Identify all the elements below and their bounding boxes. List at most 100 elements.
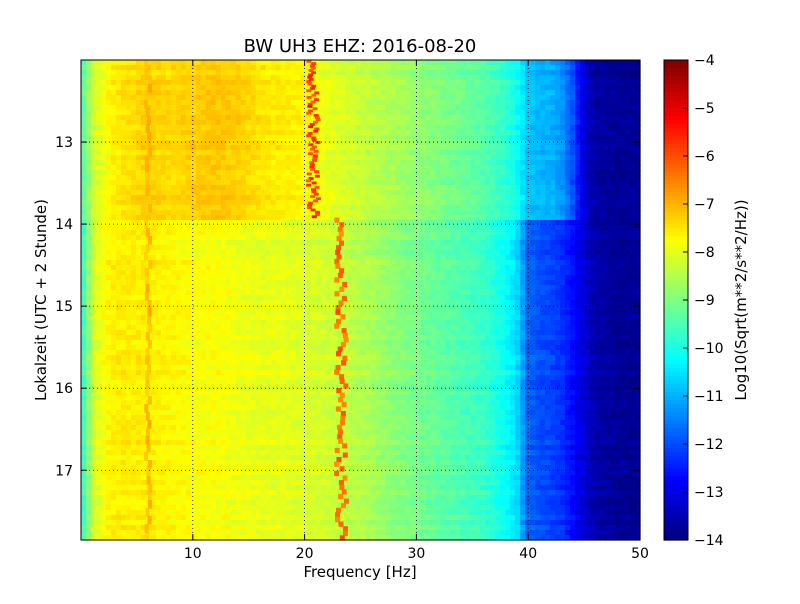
heatmap-cell: [190, 90, 197, 96]
heatmap-cell: [175, 150, 182, 156]
heatmap-cell: [550, 245, 556, 251]
heatmap-cell: [250, 215, 257, 221]
heatmap-cell: [520, 185, 526, 191]
heatmap-cell: [490, 210, 496, 216]
heatmap-cell: [390, 150, 397, 156]
heatmap-cell: [615, 90, 621, 96]
heatmap-cell: [170, 200, 177, 206]
heatmap-cell: [310, 225, 317, 231]
heatmap-cell: [400, 190, 407, 196]
heatmap-cell: [595, 105, 601, 111]
heatmap-cell: [315, 225, 322, 231]
heatmap-cell: [585, 120, 591, 126]
heatmap-cell: [225, 125, 232, 131]
heatmap-cell: [540, 235, 546, 241]
heatmap-cell: [480, 230, 486, 236]
heatmap-cell: [170, 255, 177, 261]
heatmap-cell: [250, 85, 257, 91]
heatmap-cell: [165, 155, 172, 161]
heatmap-cell: [470, 195, 476, 201]
heatmap-cell: [435, 265, 441, 271]
heatmap-cell: [81, 160, 87, 166]
heatmap-cell: [520, 190, 526, 196]
heatmap-cell: [425, 90, 431, 96]
heatmap-cell: [555, 110, 561, 116]
heatmap-cell: [230, 95, 237, 101]
heatmap-cell: [345, 110, 352, 116]
heatmap-cell: [355, 145, 362, 151]
heatmap-cell: [240, 140, 247, 146]
heatmap-cell: [95, 240, 102, 246]
heatmap-cell: [185, 240, 192, 246]
heatmap-cell: [575, 265, 581, 271]
heatmap-cell: [85, 65, 92, 71]
heatmap-cell: [200, 275, 207, 281]
heatmap-cell: [81, 75, 87, 81]
heatmap-cell: [445, 130, 451, 136]
heatmap-cell: [410, 275, 416, 281]
heatmap-cell: [120, 75, 127, 81]
heatmap-cell: [175, 135, 182, 141]
heatmap-cell: [205, 275, 212, 281]
heatmap-cell: [175, 85, 182, 91]
heatmap-cell: [375, 70, 382, 76]
heatmap-cell: [535, 185, 541, 191]
heatmap-cell: [155, 130, 162, 136]
heatmap-cell: [580, 75, 586, 81]
heatmap-cell: [615, 275, 621, 281]
heatmap-cell: [380, 80, 387, 86]
heatmap-cell: [115, 220, 122, 226]
heatmap-cell: [300, 195, 307, 201]
heatmap-cell: [265, 235, 272, 241]
heatmap-cell: [130, 230, 137, 236]
heatmap-cell: [510, 265, 516, 271]
heatmap-cell: [265, 210, 272, 216]
heatmap-cell: [500, 120, 506, 126]
heatmap-cell: [200, 60, 207, 66]
heatmap-cell: [270, 200, 277, 206]
heatmap-cell: [85, 255, 92, 261]
heatmap-cell: [155, 145, 162, 151]
heatmap-cell: [455, 165, 461, 171]
heatmap-cell: [280, 80, 287, 86]
heatmap-cell: [630, 235, 636, 241]
heatmap-cell: [260, 255, 267, 261]
heatmap-cell: [385, 190, 392, 196]
heatmap-cell: [375, 185, 382, 191]
heatmap-cell: [190, 240, 197, 246]
heatmap-cell: [325, 230, 332, 236]
heatmap-cell: [520, 100, 526, 106]
heatmap-cell: [195, 250, 202, 256]
heatmap-cell: [545, 70, 551, 76]
heatmap-cell: [115, 155, 122, 161]
heatmap-cell: [85, 270, 92, 276]
heatmap-cell: [365, 120, 372, 126]
heatmap-cell: [590, 85, 596, 91]
heatmap-cell: [300, 265, 307, 271]
heatmap-cell: [610, 255, 616, 261]
heatmap-cell: [345, 240, 352, 246]
heatmap-cell: [570, 250, 576, 256]
heatmap-cell: [615, 140, 621, 146]
heatmap-cell: [410, 270, 416, 276]
heatmap-cell: [625, 165, 631, 171]
heatmap-cell: [315, 130, 322, 136]
heatmap-cell: [505, 200, 511, 206]
heatmap-cell: [370, 80, 377, 86]
heatmap-cell: [340, 155, 347, 161]
heatmap-cell: [325, 245, 332, 251]
heatmap-cell: [295, 150, 302, 156]
heatmap-cell: [320, 265, 327, 271]
heatmap-cell: [270, 165, 277, 171]
heatmap-cell: [81, 175, 87, 181]
heatmap-cell: [120, 170, 127, 176]
heatmap-cell: [100, 160, 107, 166]
heatmap-cell: [205, 200, 212, 206]
heatmap-cell: [150, 80, 157, 86]
heatmap-cell: [260, 125, 267, 131]
heatmap-cell: [260, 95, 267, 101]
heatmap-cell: [460, 215, 466, 221]
heatmap-cell: [370, 235, 377, 241]
heatmap-cell: [125, 95, 132, 101]
heatmap-cell: [370, 170, 377, 176]
